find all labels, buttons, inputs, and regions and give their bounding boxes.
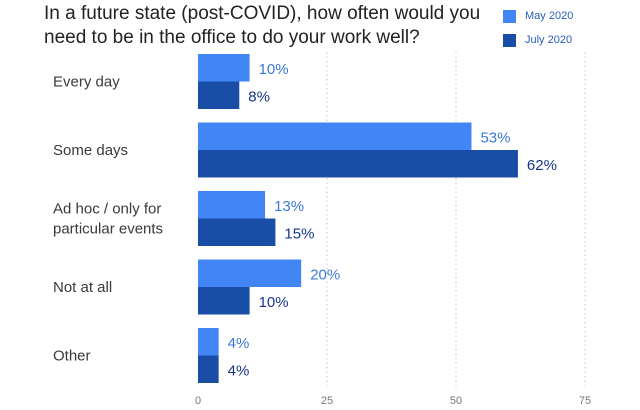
x-tick-label: 50 <box>450 395 462 407</box>
category-label: Ad hoc / only for <box>53 201 161 218</box>
chart-title: In a future state (post-COVID), how ofte… <box>44 3 481 48</box>
legend-label-july: July 2020 <box>525 34 573 46</box>
bar-july <box>198 81 240 109</box>
bar-may <box>198 122 472 150</box>
category-label: Every day <box>53 74 120 91</box>
x-tick-label: 0 <box>195 395 201 407</box>
legend: May 2020 July 2020 <box>503 4 573 52</box>
bar-may <box>198 54 250 82</box>
category-label: Not at all <box>53 279 112 296</box>
data-label: 4% <box>228 335 250 352</box>
category-label: Some days <box>53 142 128 159</box>
bar-july <box>198 287 250 315</box>
legend-item-may: May 2020 <box>503 4 573 28</box>
data-label: 62% <box>527 157 557 174</box>
bar-may <box>198 191 266 219</box>
bar-july <box>198 218 276 246</box>
x-tick-label: 75 <box>579 395 591 407</box>
legend-item-july: July 2020 <box>503 28 573 52</box>
data-label: 10% <box>259 294 289 311</box>
category-label: particular events <box>53 221 163 238</box>
legend-label-may: May 2020 <box>525 10 574 22</box>
x-tick-label: 25 <box>321 395 333 407</box>
data-label: 15% <box>284 225 314 242</box>
data-label: 4% <box>228 362 250 379</box>
data-label: 10% <box>259 61 289 78</box>
legend-swatch-july <box>503 33 516 47</box>
data-label: 13% <box>274 198 304 215</box>
data-label: 8% <box>248 88 270 105</box>
bar-may <box>198 259 302 287</box>
category-label: Other <box>53 348 91 365</box>
data-label: 53% <box>480 129 510 146</box>
legend-swatch-may <box>503 9 516 23</box>
bar-july <box>198 150 518 178</box>
data-label: 20% <box>310 266 340 283</box>
bar-july <box>198 355 219 383</box>
bar-may <box>198 328 219 356</box>
